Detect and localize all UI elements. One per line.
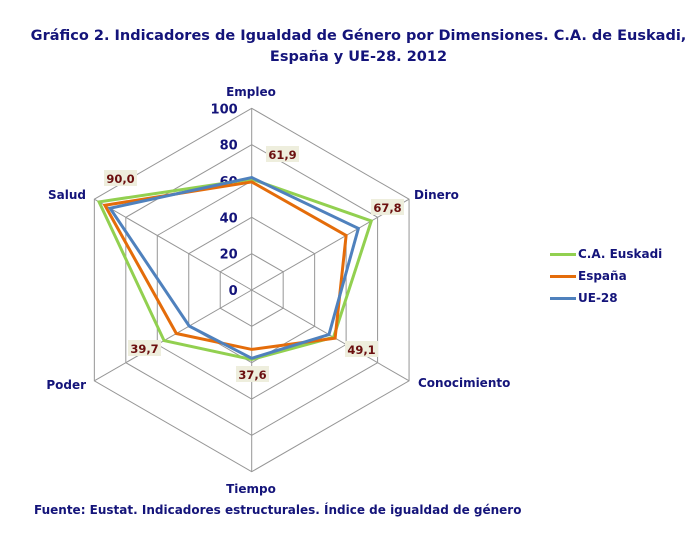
data-label-bg xyxy=(104,170,137,186)
data-label: 49,1 xyxy=(347,343,375,357)
tick-label: 40 xyxy=(220,211,238,226)
legend-swatch xyxy=(550,252,576,256)
data-label-bg xyxy=(128,340,161,356)
data-label: 90,0 xyxy=(106,172,134,186)
category-label: Poder xyxy=(46,378,86,392)
axis-spoke xyxy=(94,289,252,382)
legend-label: C.A. Euskadi xyxy=(578,247,663,261)
axis-spoke xyxy=(251,289,410,382)
source-note: Fuente: Eustat. Indicadores estructurale… xyxy=(34,503,522,517)
tick-label: 0 xyxy=(229,284,238,299)
series-line xyxy=(107,175,361,360)
category-label: Dinero xyxy=(414,188,459,202)
legend-label: UE-28 xyxy=(578,291,618,305)
legend-label: España xyxy=(578,269,627,283)
data-label-bg xyxy=(266,146,299,162)
tick-label: 20 xyxy=(220,248,238,263)
legend-swatch xyxy=(550,296,576,300)
data-label-bg xyxy=(345,341,378,357)
legend-swatch xyxy=(550,274,576,278)
series-line xyxy=(102,180,348,351)
legend-item: UE-28 xyxy=(550,287,662,309)
tick-label: 100 xyxy=(211,102,238,117)
legend: C.A. Euskadi España UE-28 xyxy=(550,243,662,309)
tick-label: 80 xyxy=(220,139,238,154)
category-label: Conocimiento xyxy=(418,376,510,390)
legend-item: C.A. Euskadi xyxy=(550,243,662,265)
category-label: Salud xyxy=(48,188,86,202)
axis-spoke xyxy=(94,198,252,291)
category-label: Empleo xyxy=(226,85,276,99)
data-label: 39,7 xyxy=(130,342,158,356)
chart-title: Gráfico 2. Indicadores de Igualdad de Gé… xyxy=(30,28,687,65)
data-label-bg xyxy=(371,199,404,215)
data-label-bg xyxy=(236,366,269,382)
data-label: 67,8 xyxy=(373,201,401,215)
data-label: 37,6 xyxy=(238,368,266,382)
category-label: Tiempo xyxy=(226,482,276,496)
data-label: 61,9 xyxy=(268,148,296,162)
legend-item: España xyxy=(550,265,662,287)
